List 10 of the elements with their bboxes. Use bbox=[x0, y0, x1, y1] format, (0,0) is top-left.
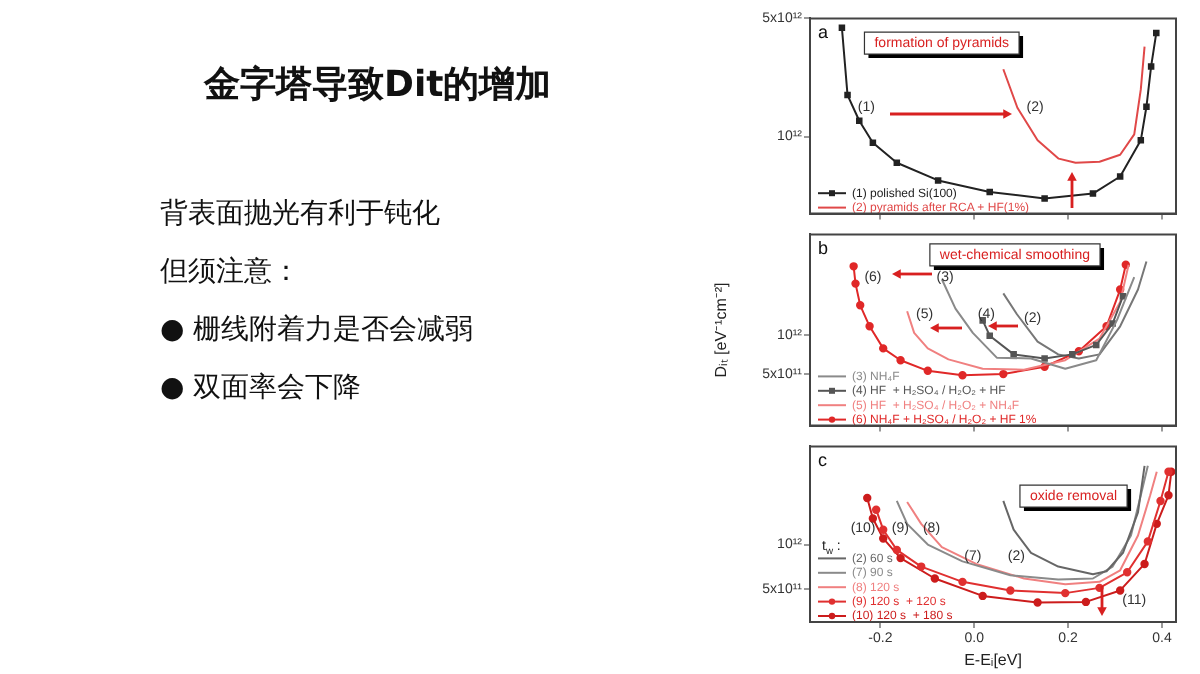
text: ● 双面率会下降 bbox=[160, 370, 362, 406]
annotation: b bbox=[818, 238, 829, 259]
text: 背表面抛光有利于钝化 bbox=[160, 196, 440, 232]
text: ● 栅线附着力是否会减弱 bbox=[160, 312, 474, 348]
y-axis-title: Dᵢₜ [eV⁻¹cm⁻²] bbox=[712, 282, 731, 378]
annotation: a bbox=[818, 22, 829, 43]
annotation: c bbox=[818, 450, 828, 471]
text: 金字塔导致Dit的增加 bbox=[204, 62, 554, 108]
text: 但须注意： bbox=[160, 254, 300, 290]
x-axis-title: E-Eᵢ[eV] bbox=[964, 650, 1022, 669]
